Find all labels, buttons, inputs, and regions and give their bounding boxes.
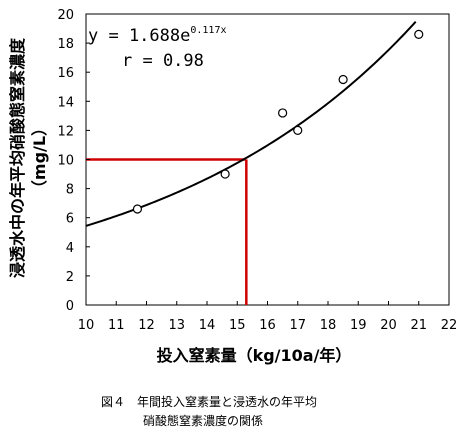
x-tick-label: 21 (410, 318, 427, 333)
y-tick-label: 18 (57, 37, 74, 52)
x-tick-label: 18 (320, 318, 337, 333)
x-tick-label: 10 (78, 318, 95, 333)
figure-caption-line2: 硝酸態窒素濃度の関係 (143, 414, 264, 428)
x-tick-label: 22 (441, 318, 458, 333)
r-value-label: r = 0.98 (122, 51, 204, 71)
x-tick-label: 20 (380, 318, 397, 333)
data-point (338, 74, 348, 85)
x-axis-title: 投入窒素量（kg/10a/年） (157, 346, 352, 365)
x-tick-label: 12 (138, 318, 155, 333)
x-tick-label: 17 (289, 318, 306, 333)
x-tick-label: 14 (199, 318, 216, 333)
y-axis-title: 浸透水中の年平均硝酸態窒素濃度 (8, 37, 27, 278)
data-point (414, 29, 424, 39)
data-point (293, 125, 303, 135)
data-point (220, 169, 230, 179)
y-tick-label: 2 (66, 270, 74, 285)
x-tick-label: 19 (350, 318, 367, 333)
y-tick-label: 10 (57, 154, 74, 169)
y-tick-label: 14 (57, 95, 74, 110)
y-axis-ticks: 0 2 4 6 8 10 12 14 16 18 20 (57, 8, 90, 314)
data-points (132, 29, 424, 214)
data-point (132, 204, 143, 214)
reference-lines (86, 158, 248, 305)
y-tick-label: 6 (66, 212, 74, 227)
y-tick-label: 8 (66, 183, 74, 198)
y-axis-unit: （mg/L） (30, 120, 49, 196)
equation-label: y = 1.688e0.117x (88, 25, 226, 46)
x-tick-label: 11 (108, 318, 125, 333)
x-axis-ticks: 10 11 12 13 14 15 16 17 18 19 20 21 22 (78, 301, 458, 333)
x-tick-label: 13 (168, 318, 185, 333)
y-tick-label: 20 (57, 8, 74, 23)
y-tick-label: 16 (57, 66, 74, 81)
y-tick-label: 12 (57, 124, 74, 139)
y-tick-label: 4 (66, 241, 74, 256)
x-tick-label: 15 (229, 318, 246, 333)
data-point (278, 108, 288, 118)
y-tick-label: 0 (66, 299, 74, 314)
figure-caption-line1: 図４ 年間投入窒素量と浸透水の年平均 (101, 395, 318, 409)
x-tick-label: 16 (259, 318, 276, 333)
